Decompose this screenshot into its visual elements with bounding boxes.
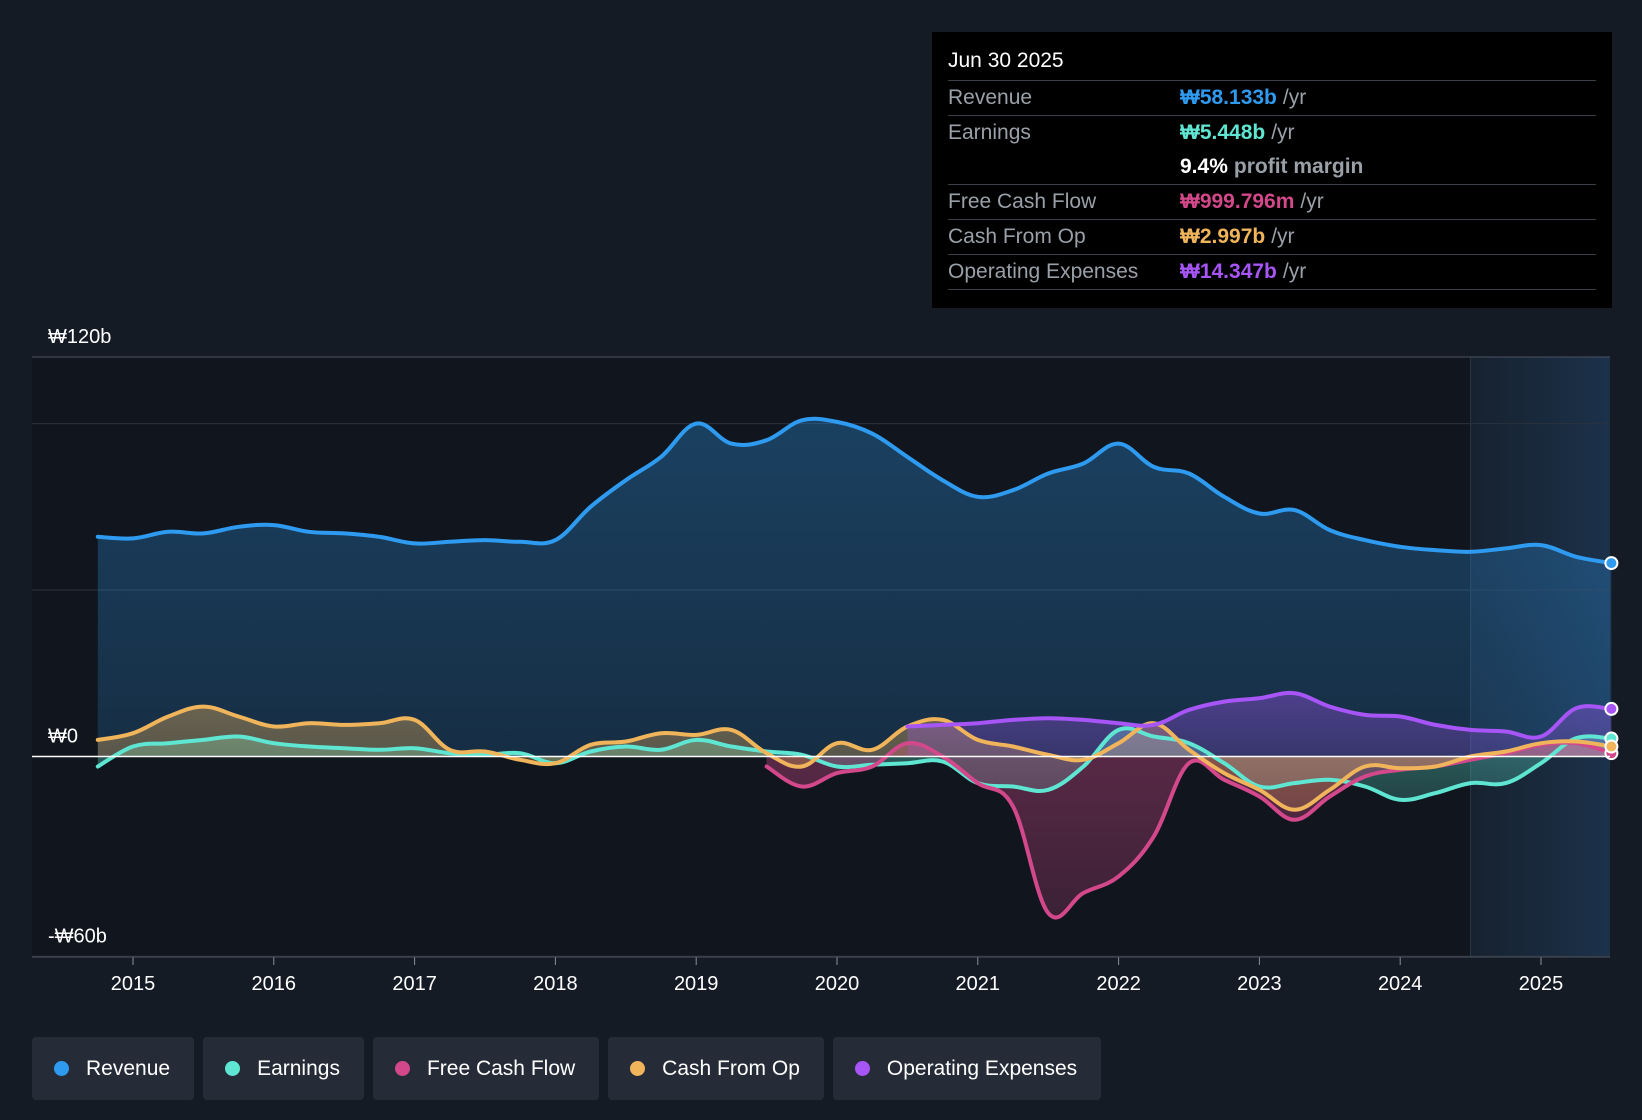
x-tick-label: 2020: [815, 973, 860, 995]
x-tick-label: 2023: [1237, 973, 1282, 995]
series-line-cash-from-op: [95, 704, 1614, 812]
tooltip-cfo-unit: /yr: [1271, 225, 1295, 248]
x-tick-label: 2025: [1519, 973, 1564, 995]
legend-item-revenue[interactable]: Revenue: [32, 1037, 195, 1100]
legend-dot-icon: [225, 1061, 241, 1076]
tooltip-margin-value: 9.4%: [1180, 155, 1228, 178]
legend-label: Free Cash Flow: [426, 1056, 576, 1080]
tooltip-row-earnings: Earnings ₩5.448b /yr: [948, 116, 1596, 150]
data-tooltip: Jun 30 2025 Revenue ₩58.133b /yr Earning…: [932, 32, 1612, 308]
tooltip-row-cfo: Cash From Op ₩2.997b /yr: [948, 220, 1596, 255]
tooltip-fcf-unit: /yr: [1300, 190, 1324, 213]
chart-legend: Revenue Earnings Free Cash Flow Cash Fro…: [32, 1037, 1102, 1100]
x-tick-label: 2022: [1096, 973, 1141, 995]
tooltip-row-margin: 9.4% profit margin: [948, 150, 1596, 185]
tooltip-earnings-value: ₩5.448b: [1180, 121, 1266, 144]
tooltip-date: Jun 30 2025: [948, 46, 1596, 81]
tooltip-row-opex: Operating Expenses ₩14.347b /yr: [948, 255, 1596, 290]
x-tick-label: 2015: [111, 973, 156, 995]
x-tick-label: 2019: [674, 973, 719, 995]
legend-item-cash-from-op[interactable]: Cash From Op: [608, 1037, 824, 1100]
legend-label: Earnings: [257, 1056, 340, 1080]
tooltip-opex-label: Operating Expenses: [948, 260, 1139, 283]
tooltip-fcf-value: ₩999.796m: [1180, 190, 1295, 213]
tooltip-opex-value: ₩14.347b: [1180, 260, 1277, 283]
end-point-operating-expenses: [1604, 701, 1619, 716]
series-line-operating-expenses: [905, 690, 1614, 740]
tooltip-earnings-label: Earnings: [948, 121, 1031, 144]
series-line-revenue: [95, 416, 1614, 566]
legend-dot-icon: [630, 1061, 646, 1076]
legend-dot-icon: [394, 1061, 410, 1076]
series-line-free-cash-flow: [764, 740, 1614, 920]
tooltip-opex-unit: /yr: [1282, 260, 1307, 283]
tooltip-earnings-unit: /yr: [1271, 121, 1295, 144]
x-tick-label: 2017: [392, 973, 437, 995]
tooltip-revenue-unit: /yr: [1282, 86, 1307, 109]
y-tick-label: ₩0: [48, 726, 78, 748]
tooltip-cfo-value: ₩2.997b: [1180, 225, 1266, 248]
end-point-cash-from-op: [1604, 739, 1619, 754]
area-operating-expenses: [907, 692, 1612, 757]
tooltip-row-fcf: Free Cash Flow ₩999.796m /yr: [948, 185, 1596, 220]
x-tick-label: 2021: [956, 973, 1001, 995]
x-tick-label: 2024: [1378, 973, 1423, 995]
legend-label: Cash From Op: [662, 1056, 800, 1080]
area-cash-from-op: [97, 706, 1612, 810]
legend-dot-icon: [54, 1061, 69, 1076]
tooltip-row-revenue: Revenue ₩58.133b /yr: [948, 81, 1596, 116]
end-point-revenue: [1604, 556, 1619, 571]
legend-label: Revenue: [86, 1056, 171, 1080]
legend-item-operating-expenses[interactable]: Operating Expenses: [832, 1037, 1102, 1100]
tooltip-cfo-label: Cash From Op: [948, 225, 1086, 248]
x-tick-label: 2018: [533, 973, 578, 995]
legend-item-free-cash-flow[interactable]: Free Cash Flow: [372, 1037, 600, 1100]
series-line-earnings: [95, 726, 1614, 802]
legend-item-earnings[interactable]: Earnings: [203, 1037, 364, 1100]
tooltip-fcf-label: Free Cash Flow: [948, 190, 1097, 213]
legend-dot-icon: [854, 1061, 870, 1076]
x-tick-label: 2016: [252, 973, 297, 995]
y-tick-label: -₩60b: [48, 925, 107, 947]
tooltip-margin-label: profit margin: [1233, 155, 1364, 178]
legend-label: Operating Expenses: [886, 1056, 1078, 1080]
tooltip-revenue-label: Revenue: [948, 86, 1033, 109]
y-tick-label: ₩120b: [48, 326, 111, 348]
tooltip-revenue-value: ₩58.133b: [1180, 86, 1277, 109]
area-free-cash-flow: [766, 742, 1612, 918]
